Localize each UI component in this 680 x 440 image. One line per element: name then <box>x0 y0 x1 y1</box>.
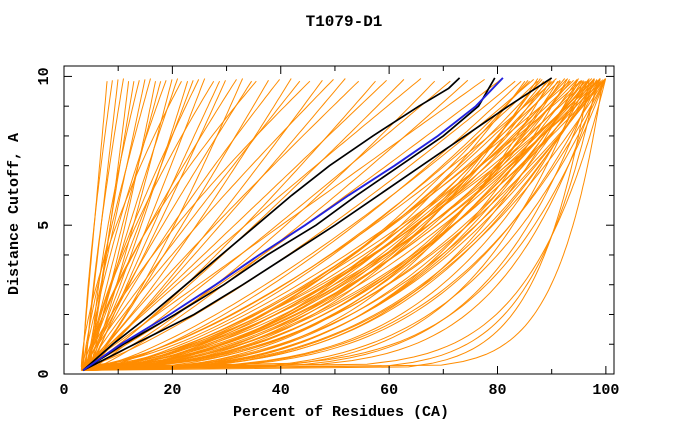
model-curve <box>91 80 580 371</box>
series-other-models-orange <box>80 78 607 371</box>
series-reference-model-black-1 <box>82 77 461 372</box>
model-curve <box>89 80 269 370</box>
model-curve <box>90 80 221 371</box>
model-curve <box>81 78 485 370</box>
x-tick-label: 100 <box>592 382 619 399</box>
model-curve <box>87 78 593 369</box>
model-curve <box>82 81 189 371</box>
model-curve <box>82 80 113 370</box>
plot-area: 0 20 40 60 80 100 0 5 10 <box>36 65 619 399</box>
model-curve <box>84 80 526 371</box>
model-curve <box>82 80 605 371</box>
model-curve <box>84 80 516 368</box>
model-curve <box>86 80 559 368</box>
model-curve <box>89 78 346 369</box>
model-curve <box>84 78 244 369</box>
model-curve <box>90 79 280 369</box>
model-curve <box>82 79 571 370</box>
model-curve <box>81 78 292 369</box>
model-curve <box>82 80 530 368</box>
y-axis-label: Distance Cutoff, A <box>6 133 23 295</box>
model-curve <box>82 77 504 372</box>
model-curve <box>80 79 146 369</box>
model-curve <box>86 78 607 369</box>
model-curve <box>86 79 598 370</box>
series-reference-model-black-3 <box>82 77 553 372</box>
model-curve <box>82 77 461 372</box>
model-curve <box>86 80 584 370</box>
model-curve <box>91 79 543 370</box>
model-curve <box>81 80 538 368</box>
model-curve <box>89 80 451 371</box>
plot-frame <box>63 65 615 375</box>
x-axis-label: Percent of Residues (CA) <box>233 404 449 421</box>
model-curve <box>87 78 557 369</box>
y-tick-label: 10 <box>36 67 53 85</box>
model-curve <box>87 79 605 370</box>
model-curve <box>87 79 334 369</box>
x-tick-labels: 0 20 40 60 80 100 <box>59 382 619 399</box>
model-curve <box>82 80 598 370</box>
model-curve <box>82 77 553 372</box>
model-curve <box>85 78 124 368</box>
model-curve <box>81 78 539 369</box>
model-curve <box>87 79 529 370</box>
model-curve <box>82 78 151 368</box>
model-curve <box>90 78 179 368</box>
model-curve <box>81 81 590 371</box>
model-curve <box>84 80 311 371</box>
model-curve <box>86 80 572 368</box>
model-curve <box>89 79 606 370</box>
model-curve <box>84 78 566 369</box>
model-curve <box>82 77 496 372</box>
model-curve <box>82 79 387 370</box>
model-curve <box>87 80 571 371</box>
y-tick-label: 5 <box>36 221 53 230</box>
model-curve <box>87 80 436 368</box>
model-curve <box>85 79 200 369</box>
model-curve <box>91 81 606 368</box>
model-curve <box>90 79 469 370</box>
model-curve <box>89 78 601 369</box>
chart-title: T1079-D1 <box>306 13 383 31</box>
y-tick-label: 0 <box>36 369 53 378</box>
x-tick-label: 20 <box>163 382 181 399</box>
model-curve <box>87 80 167 370</box>
series-reference-model-black-2 <box>82 77 496 372</box>
model-curve <box>82 78 601 369</box>
model-curve <box>85 80 253 368</box>
model-curve <box>85 78 422 369</box>
model-curve <box>89 81 135 371</box>
model-curve <box>89 80 215 367</box>
x-tick-label: 80 <box>488 382 506 399</box>
curves-group <box>80 77 607 372</box>
model-curve <box>80 80 182 367</box>
x-tick-label: 0 <box>59 382 68 399</box>
model-curve <box>81 79 561 370</box>
y-tick-labels: 0 5 10 <box>36 67 53 378</box>
axis-ticks <box>63 66 614 375</box>
model-curve <box>89 80 548 370</box>
model-curve <box>86 80 605 371</box>
model-curve <box>84 79 604 370</box>
x-tick-label: 60 <box>380 382 398 399</box>
model-curve <box>80 80 226 370</box>
model-curve <box>87 80 257 371</box>
model-curve <box>82 80 301 368</box>
model-curve <box>86 80 522 371</box>
model-curve <box>87 80 552 371</box>
series-highlighted-model-blue <box>82 77 504 372</box>
model-curve <box>90 80 360 368</box>
x-tick-label: 40 <box>272 382 290 399</box>
